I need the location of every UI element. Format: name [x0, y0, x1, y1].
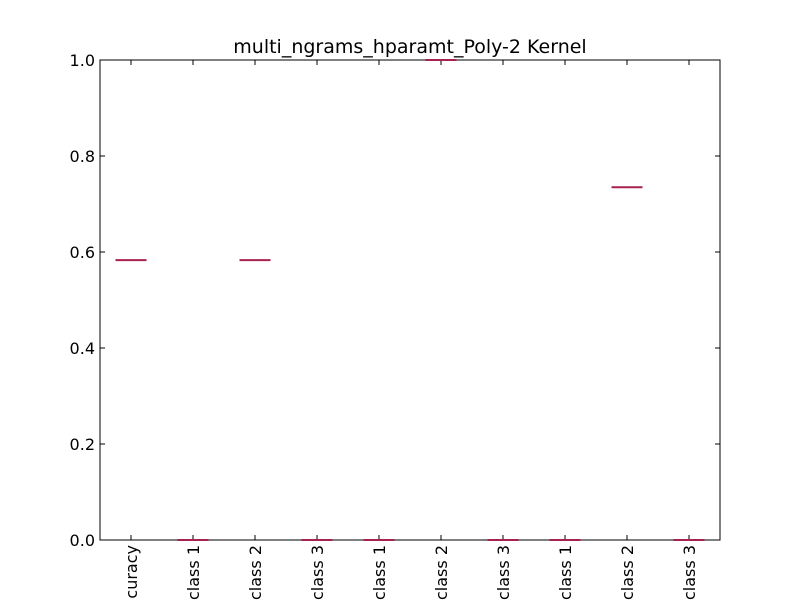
x-tick-label: class 2 [246, 545, 265, 600]
y-axis: 0.0 0.2 0.4 0.6 0.8 1.0 [70, 51, 720, 550]
x-tick-label: class 1 [184, 545, 203, 600]
x-tick-label: curacy [122, 545, 141, 599]
plot-frame [99, 59, 721, 541]
x-tick-label: class 1 [556, 545, 575, 600]
x-axis: curacy class 1 class 2 class 3 class 1 class … [122, 60, 699, 600]
box-series [115, 59, 705, 541]
x-tick-label: class 1 [370, 545, 389, 600]
y-tick-label: 0.6 [70, 243, 95, 262]
x-tick-label: class 2 [618, 545, 637, 600]
x-tick-label: class 2 [432, 545, 451, 600]
x-tick-label: class 3 [680, 545, 699, 600]
y-tick-label: 1.0 [70, 51, 95, 70]
y-tick-label: 0.0 [70, 531, 95, 550]
chart-title: multi_ngrams_hparamt_Poly-2 Kernel [233, 36, 586, 58]
x-tick-label: class 3 [494, 545, 513, 600]
x-tick-label: class 3 [308, 545, 327, 600]
y-tick-label: 0.2 [70, 435, 95, 454]
y-tick-label: 0.8 [70, 147, 95, 166]
y-tick-label: 0.4 [70, 339, 95, 358]
